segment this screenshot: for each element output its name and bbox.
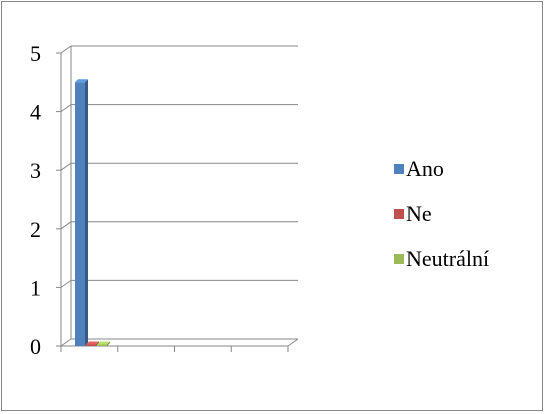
legend-swatch (394, 209, 404, 219)
legend-item-neutrální: Neutrální (394, 246, 489, 271)
bar-ano (75, 79, 88, 347)
floor-edge (287, 338, 299, 347)
y-tick-label: 5 (30, 41, 41, 66)
legend-label: Neutrální (406, 246, 489, 271)
gridline-depth (60, 45, 72, 54)
legend-item-ne: Ne (394, 201, 432, 226)
y-tick-label: 3 (30, 158, 41, 183)
gridline-depth (60, 221, 72, 230)
bar-top (86, 341, 99, 345)
bars (75, 79, 110, 347)
y-tick-label: 0 (30, 334, 41, 359)
bar-front (86, 344, 96, 346)
bar-top (75, 79, 88, 83)
legend-swatch (394, 254, 404, 264)
gridline-depth (60, 279, 72, 288)
bar-side (85, 79, 88, 347)
bar-side (107, 341, 110, 346)
y-tick-label: 2 (30, 217, 41, 242)
bar-front (97, 344, 107, 346)
y-tick-labels: 0 1 2 3 4 5 (30, 41, 41, 359)
axes (56, 46, 299, 352)
legend-label: Ano (406, 156, 444, 181)
legend-label: Ne (406, 201, 432, 226)
gridline-depth (60, 162, 72, 171)
legend-swatch (394, 164, 404, 174)
y-tick-label: 4 (30, 100, 41, 125)
bar-ne (86, 341, 99, 346)
y-tick-label: 1 (30, 275, 41, 300)
legend-item-ano: Ano (394, 156, 444, 181)
gridlines (60, 45, 298, 347)
legend: Ano Ne Neutrální (394, 156, 489, 271)
bar-front (75, 82, 85, 347)
gridline-depth (60, 104, 72, 113)
bar-neutrální (97, 341, 110, 346)
bar-side (96, 341, 99, 346)
bar-top (97, 341, 110, 345)
gridline-depth (60, 338, 72, 347)
